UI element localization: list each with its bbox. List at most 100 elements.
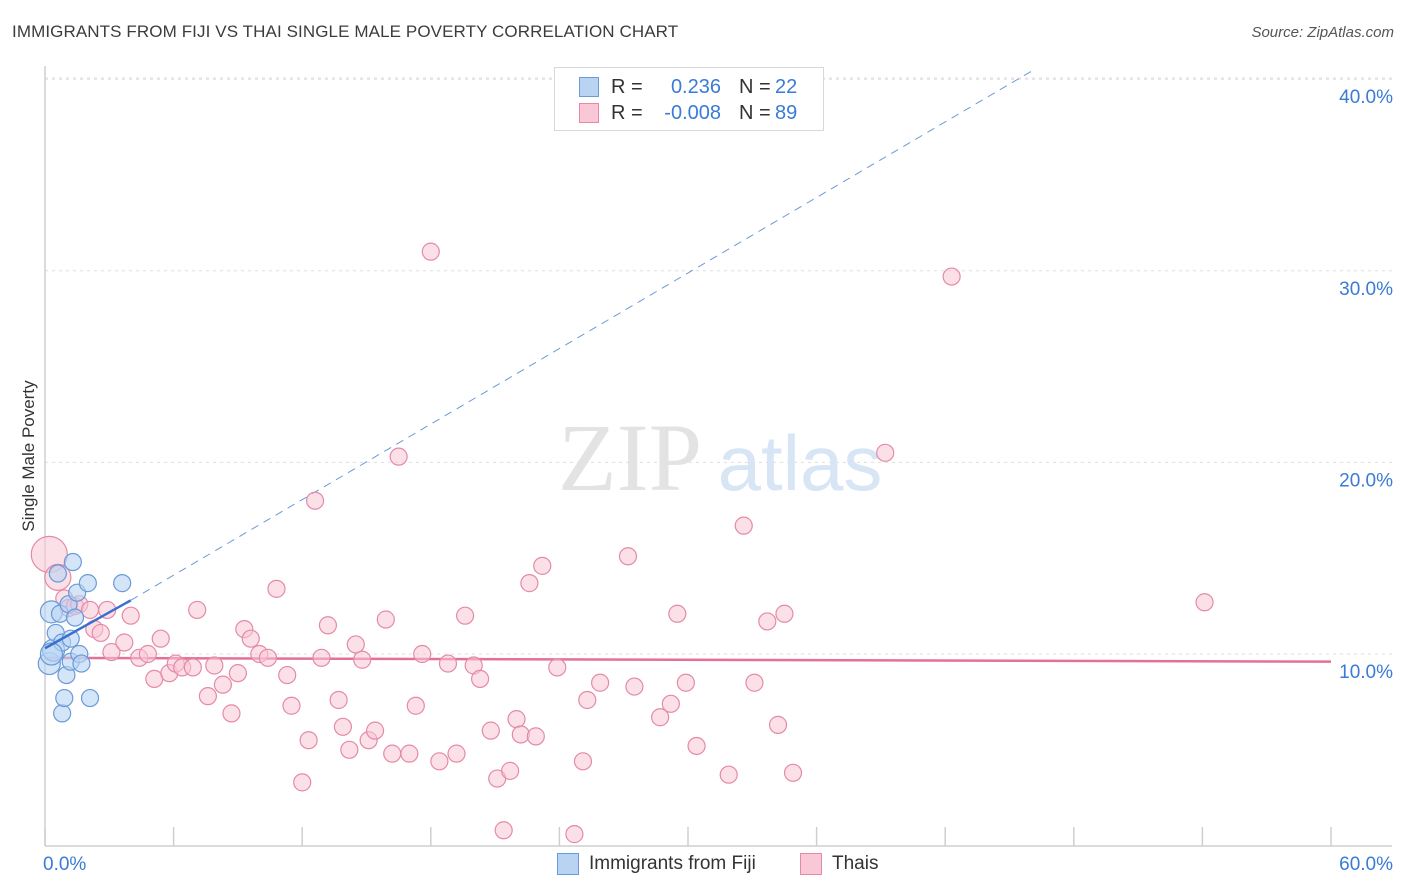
- fiji-point: [63, 552, 82, 572]
- watermark-zip: ZIP: [558, 404, 702, 511]
- thai-point: [151, 629, 170, 648]
- fiji-point: [48, 564, 67, 583]
- legend-r-label: R =: [611, 75, 643, 98]
- thai-point: [228, 664, 247, 683]
- thai-point: [942, 267, 961, 286]
- thai-point: [668, 604, 687, 623]
- thai-point: [389, 447, 408, 466]
- thai-point: [198, 687, 217, 706]
- thai-point: [494, 821, 513, 840]
- thai-point: [406, 696, 425, 715]
- thai-point: [115, 633, 134, 652]
- thai-point: [775, 604, 794, 623]
- y-tick-label: 30.0%: [1339, 279, 1393, 300]
- thai-point: [1195, 593, 1214, 612]
- thai-point: [438, 654, 458, 673]
- thai-point: [501, 761, 520, 780]
- thai-point: [625, 677, 644, 696]
- thai-point: [312, 648, 331, 667]
- thai-point: [205, 656, 224, 675]
- legend-n-value: 22: [775, 75, 798, 98]
- thai-point: [734, 516, 753, 535]
- thai-point: [548, 658, 567, 677]
- thai-point: [573, 752, 593, 771]
- gridlines: [45, 77, 1392, 655]
- fiji-point: [72, 654, 91, 673]
- thai-point: [447, 744, 466, 763]
- axes: [44, 66, 1392, 847]
- thai-point: [507, 710, 526, 729]
- thai-point: [376, 610, 395, 629]
- thai-point: [481, 721, 500, 740]
- tick-labels: 10.0% 20.0% 30.0% 40.0% 0.0% 60.0%: [43, 87, 1393, 875]
- fiji-trend-solid: [44, 599, 132, 650]
- y-tick-label: 10.0%: [1339, 662, 1393, 683]
- thai-point: [400, 744, 419, 763]
- thai-point: [267, 579, 286, 598]
- thai-point: [138, 644, 157, 664]
- thai-point: [783, 763, 803, 782]
- trend-lines: [44, 71, 1332, 663]
- thai-point: [258, 648, 278, 667]
- correlation-legend: R = 0.236 N = 22 R = -0.008 N = 89: [554, 67, 824, 131]
- thai-point: [661, 694, 680, 713]
- thai-point: [183, 658, 202, 677]
- thai-point: [346, 635, 365, 654]
- thai-point: [305, 491, 325, 510]
- thai-point: [430, 752, 449, 771]
- watermark-atlas: atlas: [718, 419, 883, 507]
- legend-row-fiji: R = 0.236 N = 22: [579, 75, 797, 99]
- thai-point: [188, 600, 207, 620]
- thai-point: [745, 673, 764, 692]
- thai-point: [383, 744, 402, 763]
- thai-point: [213, 675, 232, 694]
- thai-point: [421, 242, 440, 261]
- legend-n-value: 89: [775, 101, 798, 124]
- thai-point: [340, 740, 359, 759]
- thai-point: [758, 612, 777, 631]
- x-tick-label: 60.0%: [1339, 854, 1393, 875]
- thai-point: [676, 673, 695, 692]
- thai-point: [591, 673, 610, 692]
- thai-point: [121, 606, 140, 625]
- fiji-trend-dashed: [130, 71, 1032, 601]
- thai-point: [618, 547, 638, 566]
- thai-point: [318, 616, 338, 635]
- bottom-legend-fiji[interactable]: Immigrants from Fiji: [557, 852, 756, 876]
- bottom-legend-label-thais: Thais: [832, 853, 879, 874]
- legend-swatch-fiji: [579, 77, 599, 97]
- thai-point: [353, 650, 372, 669]
- thai-point: [333, 717, 353, 736]
- thai-point: [329, 690, 348, 710]
- thai-point: [768, 715, 788, 734]
- legend-r-value: 0.236: [670, 75, 721, 98]
- fiji-point: [39, 642, 64, 666]
- fiji-point: [53, 704, 72, 723]
- thai-point: [282, 696, 301, 715]
- thai-point: [365, 721, 385, 740]
- bottom-legend-label-fiji: Immigrants from Fiji: [589, 853, 756, 874]
- thai-point: [565, 825, 584, 844]
- thai-trend-line: [44, 656, 1332, 663]
- thai-point: [91, 623, 110, 643]
- legend-r-value: -0.008: [664, 101, 721, 124]
- thai-point: [413, 644, 432, 664]
- watermark: ZIP atlas: [558, 404, 882, 511]
- thai-point: [526, 727, 545, 746]
- bottom-legend-swatch-fiji: [557, 853, 579, 875]
- thai-point: [687, 736, 706, 756]
- data-points: [30, 242, 1214, 844]
- legend-n-label: N =: [739, 101, 771, 124]
- bottom-legend-thais[interactable]: Thais: [800, 852, 878, 876]
- y-tick-label: 40.0%: [1339, 87, 1393, 108]
- thai-point: [293, 773, 312, 792]
- thai-point: [80, 600, 100, 620]
- legend-row-thais: R = -0.008 N = 89: [579, 101, 797, 125]
- x-tick-label: 0.0%: [43, 854, 86, 875]
- thai-point: [470, 669, 490, 689]
- legend-r-label: R =: [611, 101, 643, 124]
- fiji-point: [78, 574, 97, 593]
- thai-point: [520, 574, 539, 593]
- y-axis-label: Single Male Poverty: [19, 380, 38, 532]
